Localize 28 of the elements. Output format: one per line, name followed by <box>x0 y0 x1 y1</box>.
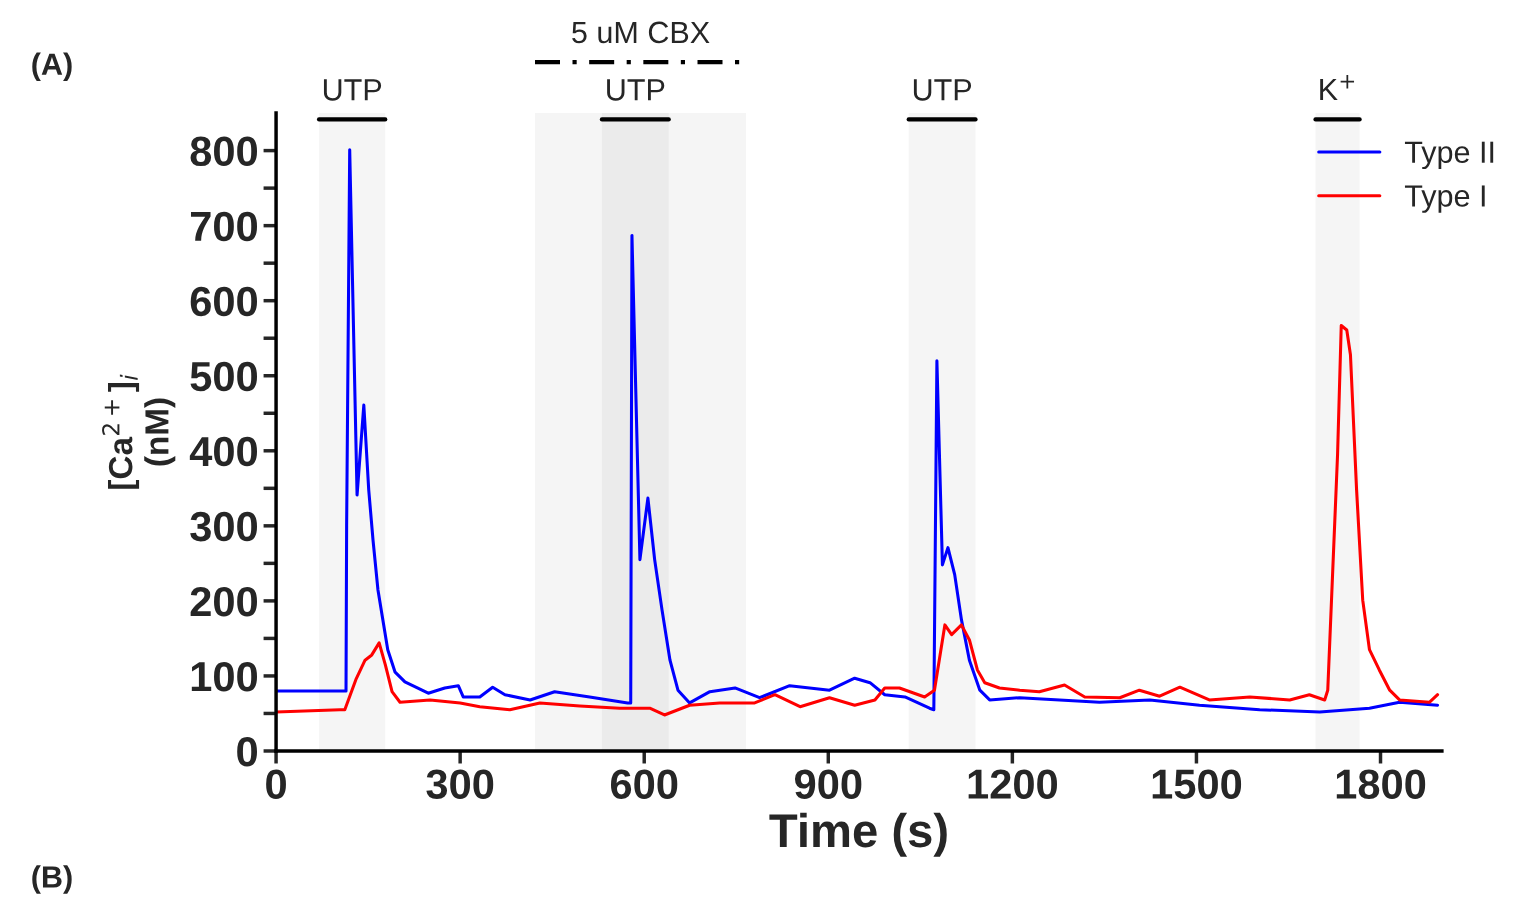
y-tick-label: 0 <box>237 736 257 767</box>
y-tick-label: 400 <box>189 436 258 467</box>
x-tick-label: 0 <box>266 769 286 799</box>
y-tick-label: 700 <box>190 211 258 242</box>
band-label: UTP <box>323 79 382 101</box>
x-tick-label: 1200 <box>968 769 1058 799</box>
band-label: UTP <box>913 79 972 101</box>
band-label: UTP <box>607 79 665 101</box>
band-label: 5 uM CBX <box>572 21 710 44</box>
x-tick-label: 1800 <box>1336 769 1426 799</box>
x-axis-title: Time (s) <box>769 812 947 857</box>
legend-label: Type I <box>1404 185 1485 213</box>
x-tick-label: 600 <box>610 769 678 799</box>
y-tick-label: 500 <box>190 361 258 392</box>
band-label: K$^{+}$ <box>1320 75 1355 101</box>
x-tick-label: 300 <box>426 769 494 800</box>
text: (A) <box>32 52 72 82</box>
legend-label: Type II <box>1404 141 1494 170</box>
x-tick-label: 1500 <box>1152 769 1242 799</box>
y-tick-label: 200 <box>190 586 258 617</box>
y-tick-label: 300 <box>190 511 258 542</box>
y-axis-title: [Ca$^{2+}$]$_{i}$ (nM) <box>102 374 176 489</box>
line-series <box>276 323 1440 717</box>
y-tick-label: 100 <box>191 661 258 692</box>
y-tick-label: 600 <box>190 286 258 317</box>
y-tick-label: 800 <box>190 136 258 167</box>
text: (B) <box>32 865 72 894</box>
x-tick-label: 900 <box>794 769 862 799</box>
